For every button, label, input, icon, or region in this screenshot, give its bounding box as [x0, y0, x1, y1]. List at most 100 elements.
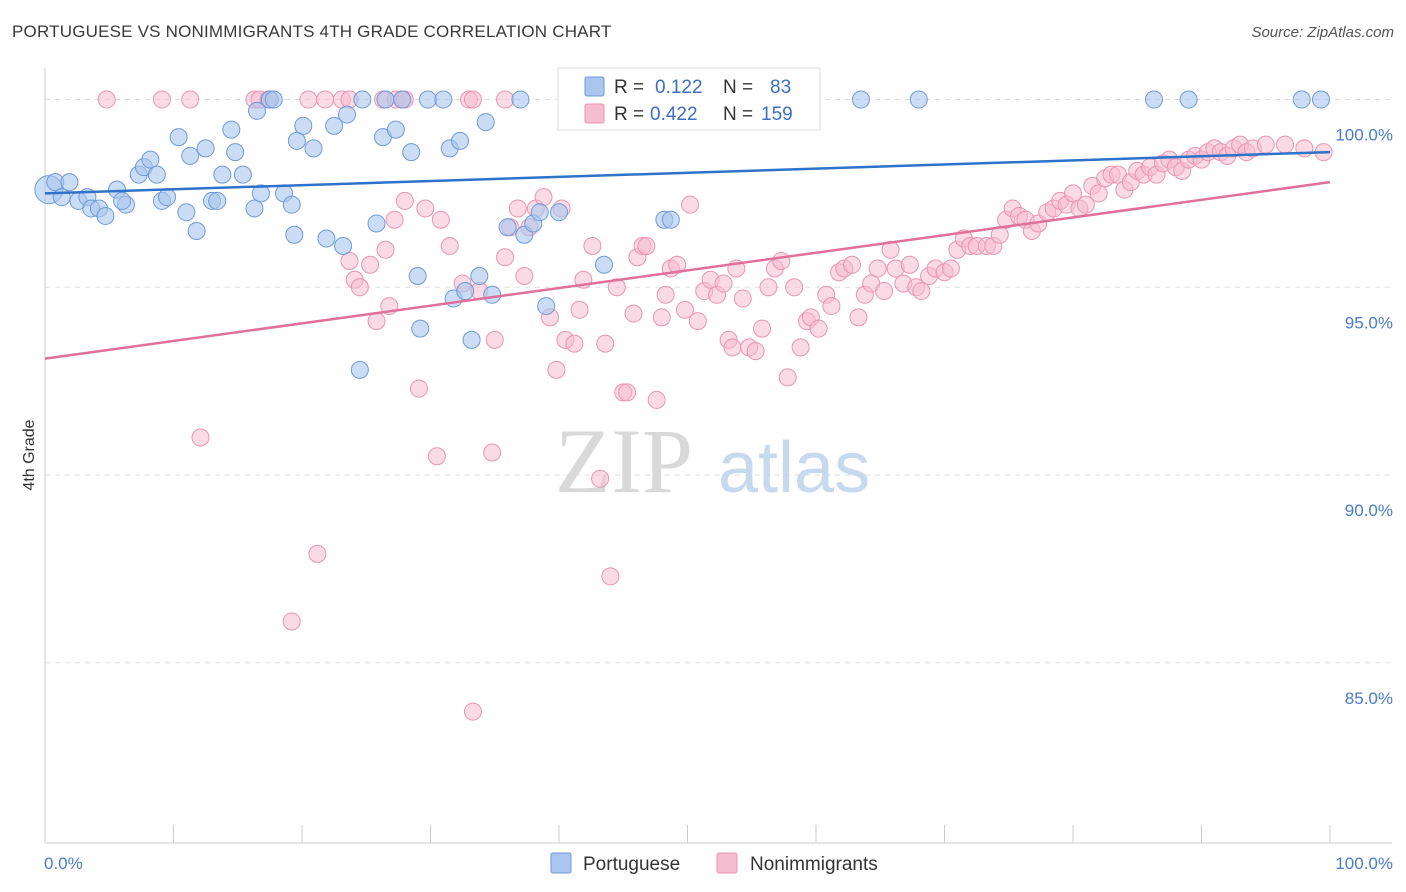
portuguese-point [287, 131, 306, 150]
nonimmigrants-point [900, 255, 919, 274]
nonimmigrants-point [849, 308, 868, 327]
portuguese-point [1144, 90, 1163, 109]
chart-title: PORTUGUESE VS NONIMMIGRANTS 4TH GRADE CO… [12, 22, 612, 41]
nonimmigrants-point [714, 274, 733, 293]
nonimmigrants-point [299, 90, 318, 109]
x-tick-labels: 0.0% 100.0% [44, 854, 1393, 873]
portuguese-point [264, 90, 283, 109]
stats-legend: R = 0.122 N = 83 R = 0.422 N = 159 [557, 67, 821, 131]
portuguese-point [251, 184, 270, 203]
portuguese-point [285, 225, 304, 244]
portuguese-point [282, 195, 301, 214]
nonimmigrants-point [496, 248, 515, 267]
nonimmigrants-point [912, 282, 931, 301]
bottom-portuguese-swatch [550, 852, 572, 874]
nonimmigrants-point [822, 297, 841, 316]
nonimmigrants-point [361, 255, 380, 274]
portuguese-point [147, 165, 166, 184]
portuguese-point [245, 199, 264, 218]
nonimmigrants-point [97, 90, 116, 109]
nonimmigrants-point [723, 338, 742, 357]
nonimmigrants-point [316, 90, 335, 109]
portuguese-point [470, 267, 489, 286]
bottom-nonimmigrants-swatch [716, 852, 738, 874]
portuguese-point [386, 120, 405, 139]
watermark-atlas: atlas [718, 428, 870, 508]
nonimmigrants-point [1256, 135, 1275, 154]
nonimmigrants-point [376, 240, 395, 259]
portuguese-point [1179, 90, 1198, 109]
trend-lines [44, 150, 1331, 360]
nonimmigrants-point [427, 447, 446, 466]
nonimmigrants-point [733, 289, 752, 308]
portuguese-trend-line [44, 150, 1331, 195]
watermark-zip: ZIP [555, 410, 693, 512]
portuguese-point [483, 285, 502, 304]
nonimmigrants-point [772, 252, 791, 271]
portuguese-point [476, 113, 495, 132]
nonimmigrants-point [675, 300, 694, 319]
nonimmigrants-point [181, 90, 200, 109]
legend-nonimmigrants-r: 0.422 [650, 104, 698, 125]
nonimmigrants-point [591, 469, 610, 488]
portuguese-point [353, 90, 372, 109]
nonimmigrants-point [282, 612, 301, 631]
nonimmigrants-point [1076, 195, 1095, 214]
portuguese-point [233, 165, 252, 184]
portuguese-point [594, 255, 613, 274]
portuguese-point [530, 203, 549, 222]
y-tick-label-0: 100.0% [1335, 126, 1393, 145]
portuguese-point [451, 131, 470, 150]
nonimmigrants-point [496, 90, 515, 109]
x-tick-label-0: 0.0% [44, 854, 83, 873]
nonimmigrants-point [485, 330, 504, 349]
portuguese-point [498, 218, 517, 237]
portuguese-point [411, 319, 430, 338]
nonimmigrants-point [534, 188, 553, 207]
bottom-portuguese-label: Portuguese [583, 854, 680, 875]
nonimmigrants-trend-line [44, 180, 1331, 360]
portuguese-point [434, 90, 453, 109]
portuguese-point [96, 206, 115, 225]
portuguese-point [511, 90, 530, 109]
nonimmigrants-point [483, 443, 502, 462]
nonimmigrants-point [463, 702, 482, 721]
portuguese-point [141, 150, 160, 169]
nonimmigrants-point [881, 240, 900, 259]
portuguese-point [187, 221, 206, 240]
nonimmigrants-point [681, 195, 700, 214]
portuguese-point [1312, 90, 1331, 109]
nonimmigrants-point [868, 259, 887, 278]
legend-r-label-2: R = [614, 104, 644, 125]
portuguese-point [181, 146, 200, 165]
nonimmigrants-point [547, 360, 566, 379]
legend-r-label-1: R = [614, 77, 644, 98]
portuguese-point [60, 173, 79, 192]
portuguese-point [909, 90, 928, 109]
nonimmigrants-point [431, 210, 450, 229]
nonimmigrants-point [1064, 184, 1082, 203]
nonimmigrants-point [778, 368, 797, 387]
nonimmigrants-point [409, 379, 428, 398]
portuguese-swatch [584, 76, 605, 97]
nonimmigrants-point [191, 428, 210, 447]
portuguese-point [248, 101, 267, 120]
portuguese-point [402, 143, 421, 162]
bottom-nonimmigrants-label: Nonimmigrants [750, 854, 878, 875]
nonimmigrants-swatch [584, 103, 605, 124]
portuguese-point [661, 210, 680, 229]
portuguese-point [52, 188, 71, 207]
nonimmigrants-point [990, 225, 1009, 244]
nonimmigrants-point [875, 282, 894, 301]
nonimmigrants-point [508, 199, 527, 218]
portuguese-points [34, 90, 1331, 379]
portuguese-point [550, 203, 568, 222]
nonimmigrants-point [570, 300, 589, 319]
axes [44, 68, 1392, 844]
nonimmigrants-point [759, 278, 778, 297]
portuguese-point [213, 165, 232, 184]
nonimmigrants-point [1089, 184, 1108, 203]
portuguese-point [304, 139, 323, 158]
y-tick-label-3: 85.0% [1345, 689, 1393, 708]
